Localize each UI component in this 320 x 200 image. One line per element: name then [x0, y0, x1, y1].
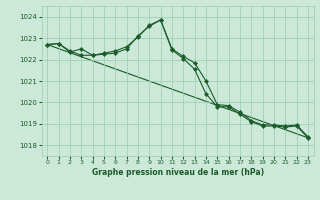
- X-axis label: Graphe pression niveau de la mer (hPa): Graphe pression niveau de la mer (hPa): [92, 168, 264, 177]
